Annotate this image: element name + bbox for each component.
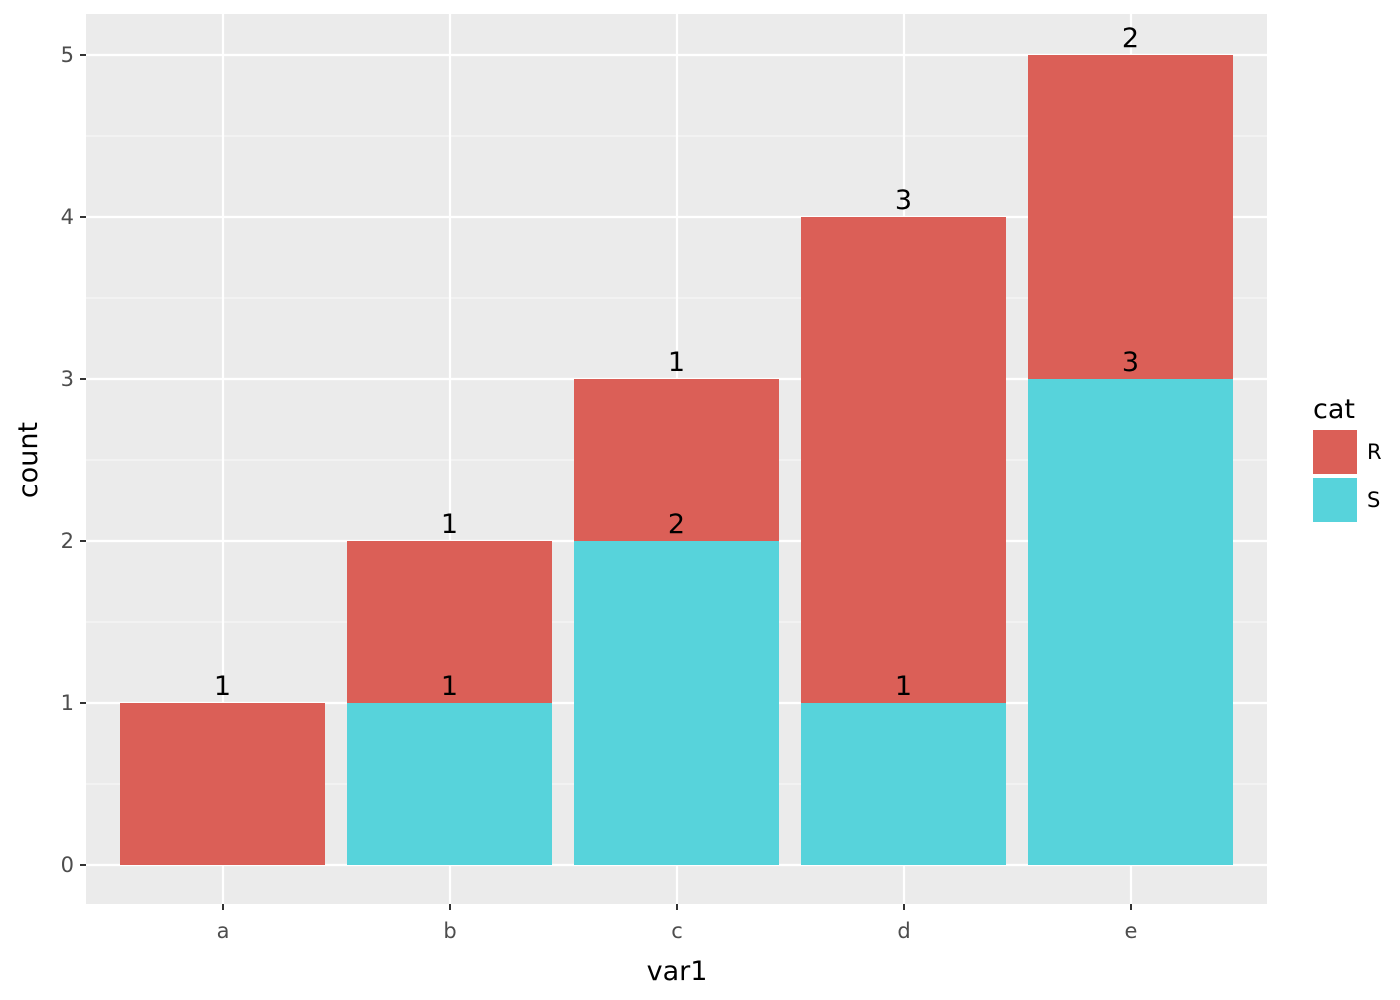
bar-S-e	[1028, 379, 1233, 865]
bar-value-label: 3	[895, 185, 912, 216]
bar-S-c	[574, 541, 779, 865]
y-tick-label: 3	[61, 367, 74, 391]
legend: cat RS	[1313, 394, 1382, 522]
y-tick-label: 1	[61, 691, 74, 715]
bar-value-label: 1	[441, 671, 458, 702]
x-tick-label: b	[443, 919, 456, 943]
bar-value-label: 1	[214, 671, 231, 702]
legend-label-S: S	[1367, 488, 1380, 512]
bars-layer	[120, 55, 1233, 865]
bar-value-label: 1	[441, 509, 458, 540]
legend-swatch-R	[1313, 430, 1357, 474]
y-tick-label: 2	[61, 529, 74, 553]
bar-value-label: 1	[668, 347, 685, 378]
bar-S-d	[801, 703, 1006, 865]
y-axis-title: count	[13, 422, 44, 498]
legend-items: RS	[1313, 430, 1382, 522]
y-tick-label: 4	[61, 205, 74, 229]
bar-value-label: 2	[668, 509, 685, 540]
bar-R-d	[801, 217, 1006, 703]
bar-R-c	[574, 379, 779, 541]
x-tick-label: e	[1125, 919, 1138, 943]
bar-R-a	[120, 703, 325, 865]
y-tick-label: 5	[61, 43, 74, 67]
x-tick-label: d	[897, 919, 910, 943]
axes-layer: 0 1 2 3 4 5 a b c d e	[61, 43, 1138, 943]
labels-layer: 1 1 1 2 1 1 3 3 2	[214, 23, 1139, 702]
legend-title: cat	[1313, 394, 1355, 425]
bar-S-b	[347, 703, 552, 865]
y-tick-label: 0	[61, 853, 74, 877]
bar-value-label: 3	[1122, 347, 1139, 378]
bar-value-label: 1	[895, 671, 912, 702]
legend-swatch-S	[1313, 478, 1357, 522]
bar-R-e	[1028, 55, 1233, 379]
x-axis-title: var1	[647, 956, 708, 987]
bar-R-b	[347, 541, 552, 703]
x-tick-label: c	[671, 919, 683, 943]
x-tick-label: a	[217, 919, 230, 943]
bar-value-label: 2	[1122, 23, 1139, 54]
legend-label-R: R	[1367, 440, 1382, 464]
